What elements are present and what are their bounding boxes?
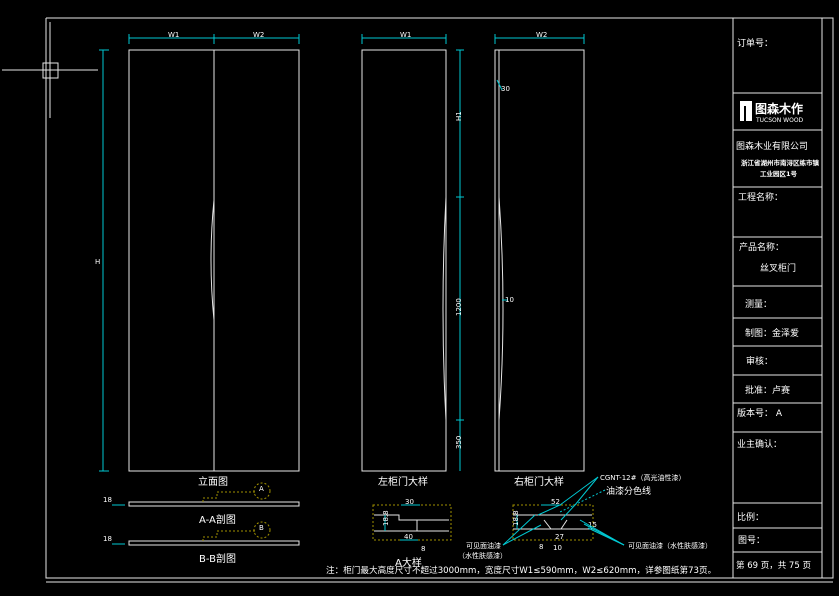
version: 版本号： A xyxy=(737,407,783,419)
measure: 测量： xyxy=(745,299,772,310)
section-bb: 18 B B-B剖图 xyxy=(103,521,300,565)
detail-b: 52 18.8 15 8 27 10 xyxy=(512,498,597,552)
dim-8: 8 xyxy=(421,545,425,553)
approver: 批准：卢赛 xyxy=(745,384,790,396)
title-block-grid xyxy=(733,92,822,553)
left-door-label: 左柜门大样 xyxy=(378,475,428,488)
dim-18: 18 xyxy=(103,535,112,543)
product-label: 产品名称： xyxy=(739,241,784,253)
detail-a-label: A大样 xyxy=(395,556,422,569)
marker-a: A xyxy=(259,485,264,493)
dim-15: 15 xyxy=(588,521,597,529)
dim-350: 350 xyxy=(455,436,463,449)
section-bb-label: B-B剖图 xyxy=(199,552,236,565)
dim-1200: 1200 xyxy=(455,298,463,316)
section-aa: 18 A A-A剖图 xyxy=(103,482,300,526)
callout-paint-line: 油漆分色线 xyxy=(606,485,651,497)
dim-w2: W2 xyxy=(253,31,264,39)
dim-18-8: 18.8 xyxy=(512,510,520,526)
logo-en: TUCSON WOOD xyxy=(755,117,804,124)
dim-30: 30 xyxy=(405,498,414,506)
address-line1: 浙江省湖州市南浔区练市镇 xyxy=(741,158,820,167)
drawn-by: 制图：金泽爱 xyxy=(745,327,799,339)
scale: 比例： xyxy=(737,511,764,523)
company-name: 图森木业有限公司 xyxy=(736,140,808,152)
dim-h1: H1 xyxy=(455,111,463,121)
callout-visible-right: 可见面油漆（水性肤感漆） xyxy=(628,541,712,550)
dim-h: H xyxy=(95,258,100,266)
address-line2: 工业园区1号 xyxy=(760,169,798,178)
section-aa-label: A-A剖图 xyxy=(199,513,236,526)
reviewer: 审核： xyxy=(746,355,773,367)
drawing-frame xyxy=(45,17,834,583)
detail-a: 30 18.8 40 8 A大样 xyxy=(372,498,452,569)
dim-30: 30 xyxy=(501,85,510,93)
logo-cn: 图森木作 xyxy=(755,101,803,116)
dim-18-8: 18.8 xyxy=(382,510,390,526)
callout-visible-left-1: 可见面油漆 xyxy=(466,541,501,550)
dim-52: 52 xyxy=(551,498,560,506)
right-door-detail: W2 30 10 右柜门大样 xyxy=(494,31,585,488)
dim-8: 8 xyxy=(539,543,543,551)
callouts: CGNT-12#（高光油性漆） 油漆分色线 可见面油漆 （水性肤感漆） 可见面油… xyxy=(458,473,712,560)
dim-10: 10 xyxy=(553,544,562,552)
owner-confirm: 业主确认： xyxy=(737,438,782,450)
marker-b: B xyxy=(259,524,264,532)
elevation-view: W1 W2 H 立面图 xyxy=(95,31,300,488)
dim-w1: W1 xyxy=(168,31,179,39)
project-name: 工程名称： xyxy=(738,191,783,203)
tucson-logo-icon: 图森木作 TUCSON WOOD xyxy=(740,101,804,124)
callout-cgnt: CGNT-12#（高光油性漆） xyxy=(600,473,685,482)
product-value: 丝叉柜门 xyxy=(760,262,796,274)
dim-27: 27 xyxy=(555,533,564,541)
order-no: 订单号： xyxy=(737,37,773,49)
dim-w2: W2 xyxy=(536,31,547,39)
elevation-label: 立面图 xyxy=(198,475,228,488)
dim-10: 10 xyxy=(505,296,514,304)
drawing-no: 图号： xyxy=(738,535,765,546)
title-block: 订单号： 图森木作 TUCSON WOOD 图森木业有限公司 浙江省湖州市南浔区… xyxy=(736,37,820,571)
page-count: 第 69 页，共 75 页 xyxy=(736,560,811,571)
right-door-label: 右柜门大样 xyxy=(514,475,564,488)
drawing-note: 注：柜门最大高度尺寸不超过3000mm，宽度尺寸W1≤590mm，W2≤620m… xyxy=(326,564,716,576)
dim-w1: W1 xyxy=(400,31,411,39)
callout-visible-left-2: （水性肤感漆） xyxy=(458,551,507,560)
left-door-detail: W1 H1 1200 350 左柜门大样 xyxy=(361,31,464,488)
dim-40: 40 xyxy=(404,533,413,541)
crosshair-cursor-icon xyxy=(2,22,98,118)
dim-18: 18 xyxy=(103,496,112,504)
